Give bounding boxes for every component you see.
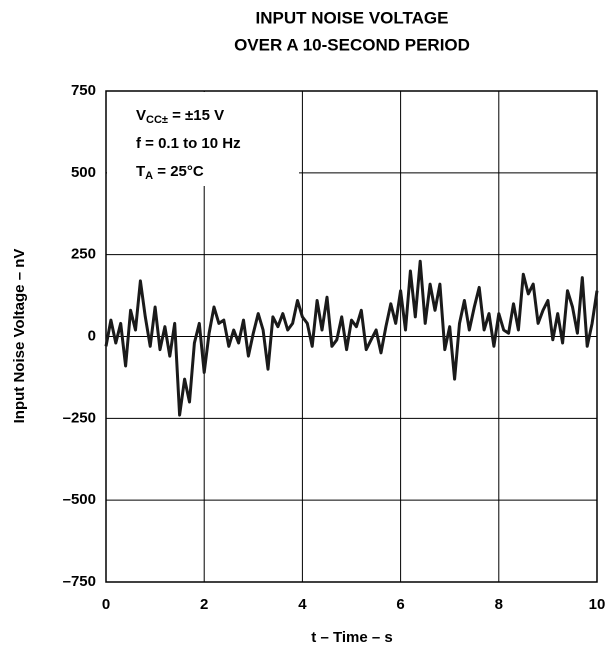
x-tick-label: 10 [589, 596, 606, 613]
annotation-text: T [136, 163, 145, 180]
annotation: f = 0.1 to 10 Hz [136, 135, 241, 152]
y-tick-label: –250 [63, 409, 96, 426]
x-tick-label: 4 [298, 596, 307, 613]
y-tick-label: 750 [71, 82, 96, 99]
annotation-text: V [136, 107, 146, 124]
annotation: TA = 25°C [136, 163, 204, 182]
x-tick-label: 6 [396, 596, 404, 613]
annotation-subscript: A [145, 170, 153, 182]
annotation-box [107, 92, 299, 186]
x-tick-label: 2 [200, 596, 208, 613]
annotation: VCC± = ±15 V [136, 107, 224, 126]
y-tick-label: –500 [63, 491, 96, 508]
y-tick-label: 250 [71, 246, 96, 263]
y-tick-label: 0 [88, 327, 96, 344]
annotation-text: f = 0.1 to 10 Hz [136, 135, 241, 152]
x-tick-label: 0 [102, 596, 110, 613]
y-tick-label: 500 [71, 164, 96, 181]
y-axis-label: Input Noise Voltage – nV [11, 249, 28, 424]
annotation-subscript: CC± [146, 114, 168, 126]
annotation-text: = ±15 V [168, 107, 224, 124]
annotation-text: = 25°C [153, 163, 204, 180]
chart-title: INPUT NOISE VOLTAGE [256, 8, 449, 27]
chart-title: OVER A 10-SECOND PERIOD [234, 35, 470, 54]
x-tick-label: 8 [495, 596, 503, 613]
data-line [104, 259, 599, 417]
x-axis-label: t – Time – s [311, 629, 392, 646]
plot-frame [105, 90, 598, 583]
y-tick-label: –750 [63, 573, 96, 590]
